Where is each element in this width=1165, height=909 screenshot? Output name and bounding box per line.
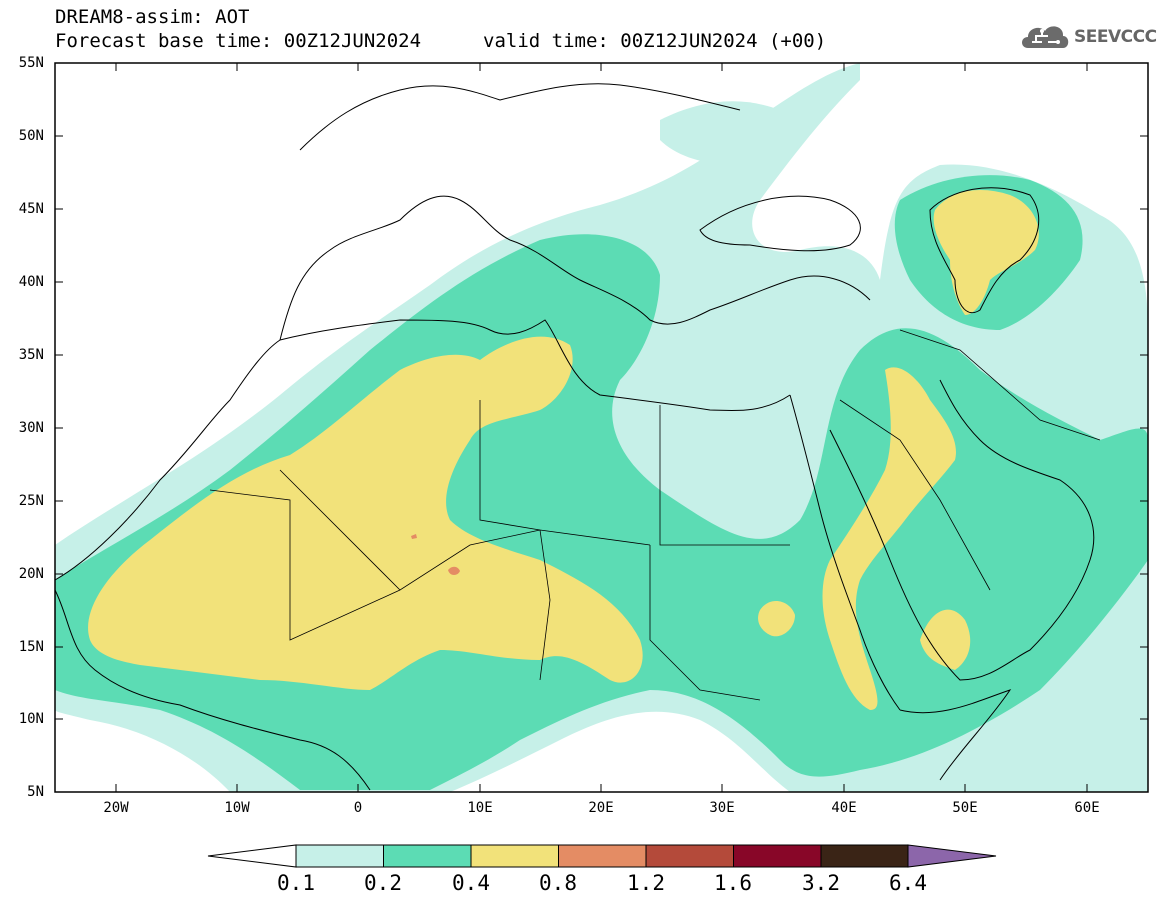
aot-region-0.4-sudan bbox=[758, 600, 795, 637]
aot-region-0.4-yemen bbox=[920, 609, 971, 670]
aot-contours bbox=[55, 63, 1148, 792]
lat-label: 55N bbox=[18, 55, 44, 71]
border-mali bbox=[209, 489, 401, 641]
border-libya bbox=[479, 400, 541, 531]
colorbar-label: 0.2 bbox=[364, 871, 402, 895]
lat-label: 45N bbox=[18, 201, 44, 217]
colorbar-label: 1.2 bbox=[627, 871, 665, 895]
lat-label: 5N bbox=[27, 784, 44, 800]
coastline-black-sea bbox=[699, 195, 861, 252]
colorbar-swatch-4 bbox=[558, 844, 647, 868]
aot-region-0.8 bbox=[448, 566, 460, 575]
border-sudan bbox=[649, 545, 761, 701]
lat-label: 30N bbox=[18, 420, 44, 436]
base-time-label: Forecast base time: 00Z12JUN2024 bbox=[55, 30, 422, 52]
coastline-caspian bbox=[929, 187, 1040, 313]
lat-label: 25N bbox=[18, 493, 44, 509]
lon-label: 10E bbox=[467, 800, 493, 816]
colorbar-swatch-5 bbox=[645, 844, 734, 868]
title-line: DREAM8-assim: AOT bbox=[55, 6, 250, 28]
lon-label: 0 bbox=[353, 800, 363, 816]
aot-region-0.4-sahara bbox=[88, 336, 643, 690]
colorbar-label: 3.2 bbox=[802, 871, 840, 895]
lon-label: 30E bbox=[709, 800, 735, 816]
border-saudi bbox=[839, 399, 991, 591]
colorbar-left-arrow bbox=[207, 844, 297, 868]
colorbar-label: 6.4 bbox=[889, 871, 927, 895]
lon-label: 50E bbox=[952, 800, 978, 816]
colorbar-swatch-3 bbox=[470, 844, 559, 868]
lon-label: 40E bbox=[831, 800, 857, 816]
lat-label: 40N bbox=[18, 274, 44, 290]
coastline-north-africa bbox=[54, 319, 791, 581]
lat-label: 50N bbox=[18, 128, 44, 144]
coastline-red-sea bbox=[789, 394, 901, 711]
tick-marks bbox=[55, 63, 1148, 792]
border-iran bbox=[899, 329, 1101, 441]
lat-label: 10N bbox=[18, 711, 44, 727]
border-egypt bbox=[659, 405, 790, 546]
seevccc-logo: SEEVCCC bbox=[1018, 20, 1157, 54]
colorbar-right-arrow bbox=[907, 844, 997, 868]
coastlines bbox=[54, 83, 1095, 791]
colorbar bbox=[207, 844, 997, 868]
colorbar-swatch-7 bbox=[820, 844, 909, 868]
colorbar-label: 1.6 bbox=[714, 871, 752, 895]
lat-label: 15N bbox=[18, 639, 44, 655]
aot-region-0.1-north bbox=[660, 101, 791, 164]
colorbar-label: 0.4 bbox=[452, 871, 490, 895]
border-chad bbox=[539, 529, 651, 546]
lon-label: 10W bbox=[224, 800, 250, 816]
valid-time-label: valid time: 00Z12JUN2024 (+00) bbox=[483, 30, 827, 52]
lon-label: 20E bbox=[588, 800, 614, 816]
lat-label: 20N bbox=[18, 566, 44, 582]
border-algeria bbox=[279, 469, 541, 591]
coastline-north-europe bbox=[299, 83, 741, 151]
colorbar-swatch-6 bbox=[733, 844, 822, 868]
colorbar-label: 0.8 bbox=[539, 871, 577, 895]
lon-label: 60E bbox=[1074, 800, 1100, 816]
coastline-horn bbox=[899, 689, 1012, 781]
coastline-arabia bbox=[829, 379, 1095, 681]
colorbar-swatch-1 bbox=[295, 844, 384, 868]
border-niger bbox=[539, 529, 551, 681]
colorbar-label: 0.1 bbox=[277, 871, 315, 895]
aot-region-0.8-b bbox=[411, 534, 417, 539]
cloud-icon bbox=[1022, 26, 1069, 48]
logo-text: SEEVCCC bbox=[1074, 27, 1157, 47]
lat-label: 35N bbox=[18, 347, 44, 363]
lon-label: 20W bbox=[103, 800, 129, 816]
borders bbox=[209, 329, 1101, 701]
coastline-west-africa bbox=[54, 589, 371, 791]
aot-region-0.4-caspian bbox=[933, 190, 1039, 315]
aot-region-0.4-arabia bbox=[822, 367, 956, 710]
colorbar-swatch-2 bbox=[383, 844, 472, 868]
coastline-europe bbox=[279, 195, 871, 341]
